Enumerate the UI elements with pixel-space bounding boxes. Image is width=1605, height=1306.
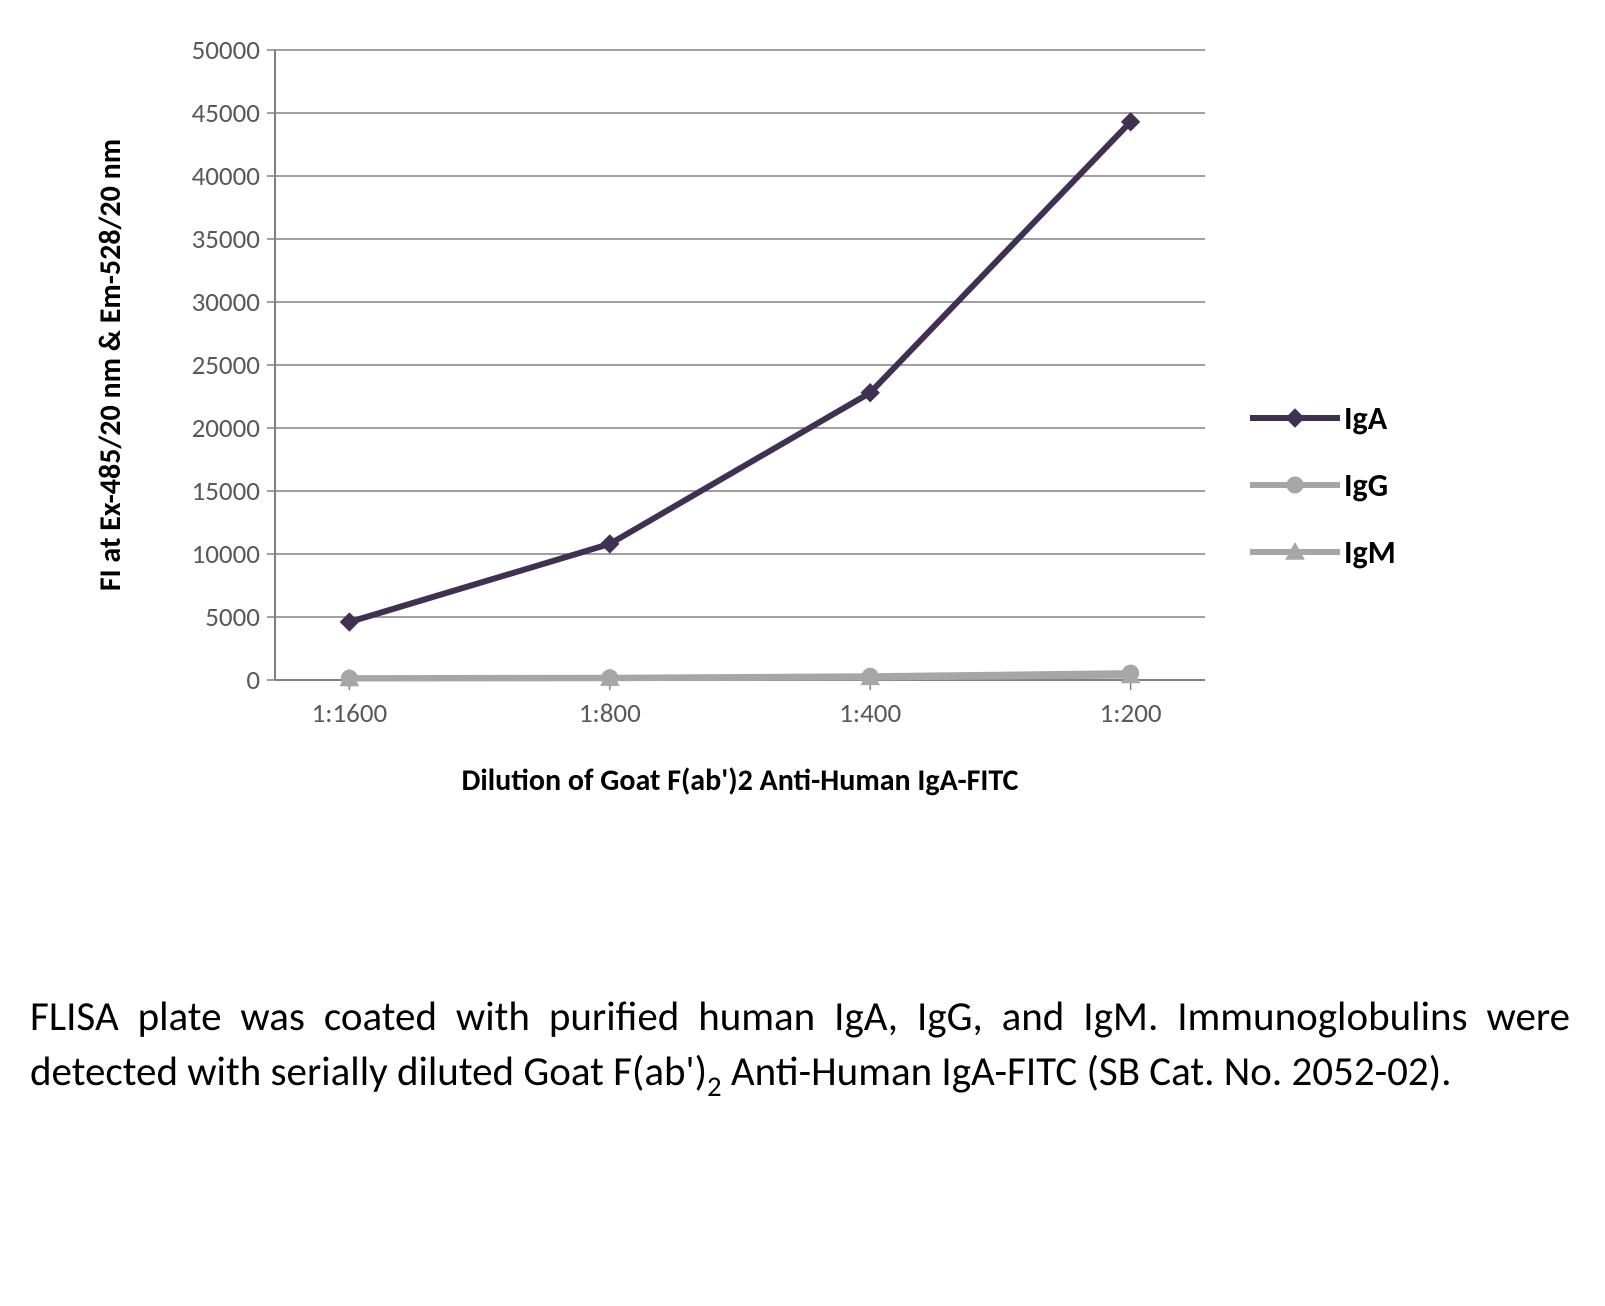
y-tick-label: 15000 xyxy=(192,475,260,508)
legend-label: IgA xyxy=(1344,399,1387,438)
legend-swatch xyxy=(1250,537,1340,567)
legend-swatch xyxy=(1250,403,1340,433)
x-axis-title: Dilution of Goat F(ab')2 Anti-Human IgA-… xyxy=(462,762,1019,799)
caption-text: FLISA plate was coated with purified hum… xyxy=(30,990,1570,1105)
y-tick-label: 25000 xyxy=(192,349,260,382)
y-tick-label: 20000 xyxy=(192,412,260,445)
legend-label: IgM xyxy=(1344,533,1396,572)
legend-item-igg: IgG xyxy=(1250,466,1396,505)
x-tick-label: 1:800 xyxy=(579,697,641,730)
chart-container: 0 5000 10000 15000 20000 25000 30000 35000 40000… xyxy=(80,30,1210,940)
figure: 0 5000 10000 15000 20000 25000 30000 35000 40000… xyxy=(20,30,1585,1105)
series-line-igm xyxy=(349,676,1130,679)
y-tick-label: 40000 xyxy=(192,160,260,193)
y-tick-label: 45000 xyxy=(192,97,260,130)
x-tick-label: 1:200 xyxy=(1100,697,1162,730)
x-tick-label: 1:400 xyxy=(839,697,901,730)
y-tick-label: 10000 xyxy=(192,538,260,571)
legend: IgA IgG IgM xyxy=(1250,371,1396,600)
chart-row: 0 5000 10000 15000 20000 25000 30000 35000 40000… xyxy=(80,30,1585,940)
legend-item-igm: IgM xyxy=(1250,533,1396,572)
x-tick-label: 1:1600 xyxy=(312,697,388,730)
y-tick-label: 30000 xyxy=(192,286,260,319)
legend-swatch xyxy=(1250,470,1340,500)
y-tick-label: 35000 xyxy=(192,223,260,256)
y-tick-label: 50000 xyxy=(192,34,260,67)
y-tick-label: 0 xyxy=(246,664,260,697)
legend-label: IgG xyxy=(1344,466,1388,505)
y-tick-label: 5000 xyxy=(205,601,260,634)
legend-item-iga: IgA xyxy=(1250,399,1396,438)
y-axis-title: FI at Ex-485/20 nm & Em-528/20 nm xyxy=(92,139,129,591)
